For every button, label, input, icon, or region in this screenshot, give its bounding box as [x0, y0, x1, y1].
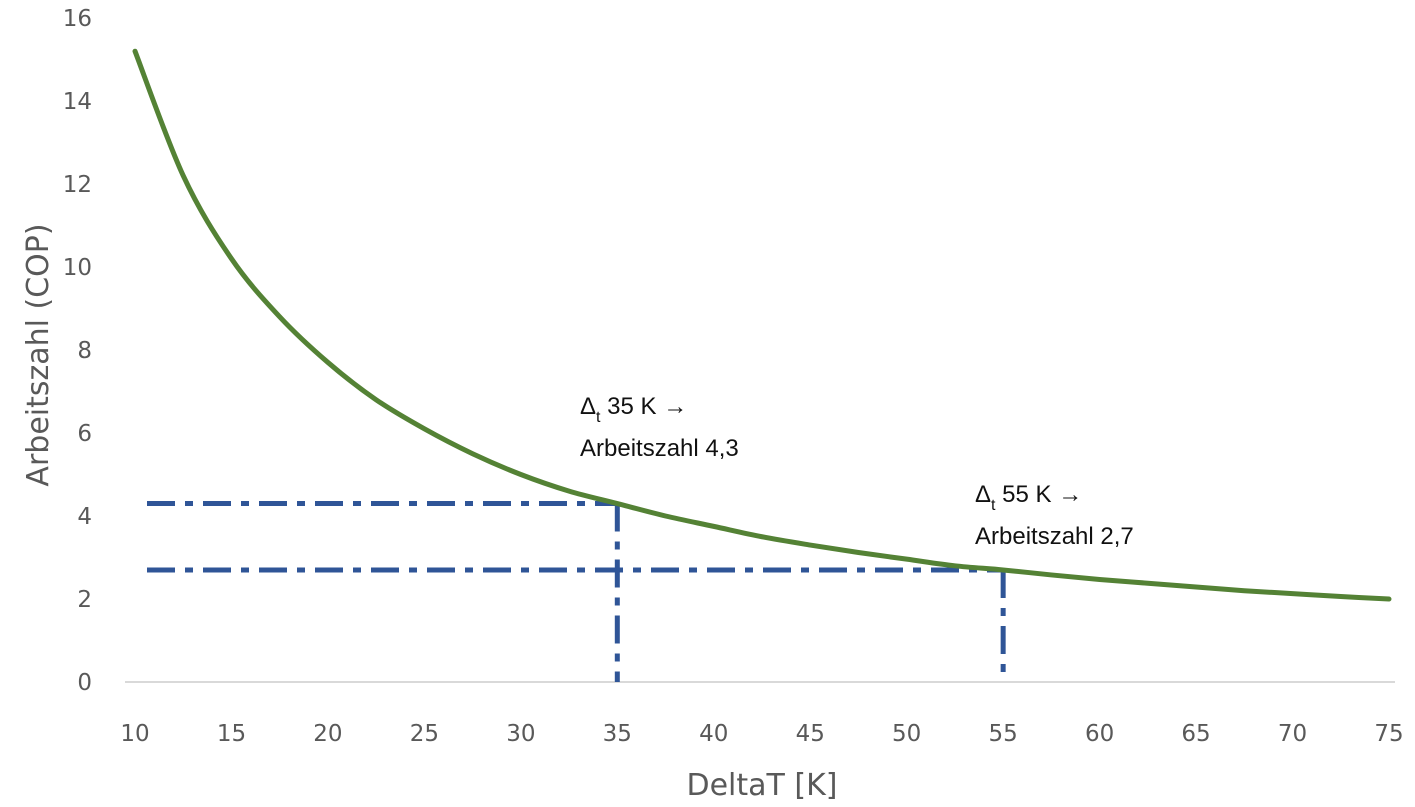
y-tick-label: 12: [63, 172, 92, 198]
y-tick-labels: 0 2 4 6 8 10 12 14 16: [63, 6, 92, 696]
y-tick-label: 6: [77, 421, 92, 447]
x-tick-label: 40: [699, 721, 728, 747]
x-tick-label: 75: [1374, 721, 1403, 747]
x-tick-label: 30: [506, 721, 535, 747]
x-axis-title: DeltaT [K]: [687, 768, 838, 803]
annotation-55k-line1: Δt 55 K →: [975, 481, 1082, 514]
x-tick-label: 35: [603, 721, 632, 747]
y-tick-label: 2: [77, 587, 92, 613]
annotation-35k-line2: Arbeitszahl 4,3: [580, 435, 739, 462]
x-tick-label: 25: [410, 721, 439, 747]
annotation-55k-line2: Arbeitszahl 2,7: [975, 523, 1134, 550]
x-tick-label: 45: [796, 721, 825, 747]
x-tick-label: 60: [1085, 721, 1114, 747]
x-tick-labels: 10 15 20 25 30 35 40 45 50 55 60 65 70 75: [120, 721, 1403, 747]
y-tick-label: 8: [77, 338, 92, 364]
reference-lines: [147, 501, 1006, 682]
annotation-35k-line1: Δt 35 K →: [580, 393, 687, 426]
y-tick-label: 0: [77, 670, 92, 696]
y-tick-label: 10: [63, 255, 92, 281]
cop-curve: [132, 48, 1392, 602]
x-tick-label: 15: [217, 721, 246, 747]
x-tick-label: 55: [989, 721, 1018, 747]
y-axis-title: Arbeitszahl (COP): [21, 223, 56, 486]
y-tick-label: 14: [63, 89, 92, 115]
x-tick-label: 65: [1181, 721, 1210, 747]
x-tick-label: 70: [1278, 721, 1307, 747]
y-tick-label: 16: [63, 6, 92, 32]
x-tick-label: 50: [892, 721, 921, 747]
x-tick-label: 20: [313, 721, 342, 747]
y-tick-label: 4: [77, 504, 92, 530]
x-tick-label: 10: [120, 721, 149, 747]
